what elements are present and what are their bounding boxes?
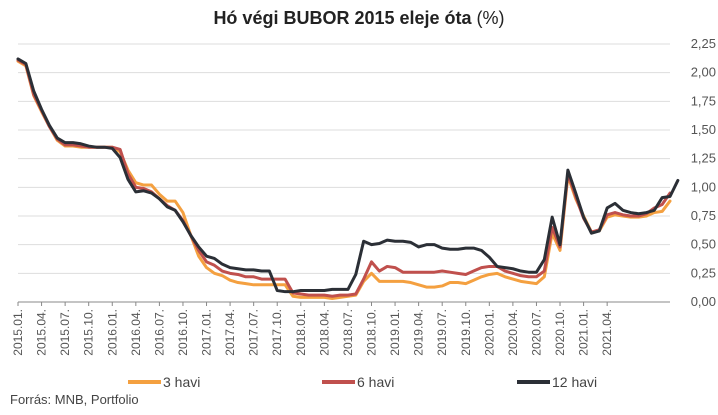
y-tick-label: 1,75 (691, 93, 716, 108)
x-tick-label: 2021.04. (600, 309, 614, 356)
x-tick-label: 2015.10. (82, 309, 96, 356)
y-axis-ticks: 0,00 0,25 0,50 0,75 1,00 1,25 1,50 1,75 2,00 2,25 (691, 36, 716, 309)
legend-label: 3 havi (163, 374, 200, 390)
x-tick-label: 2016.10. (176, 309, 190, 356)
x-tick-label: 2020.10. (553, 309, 567, 356)
chart-title: Hó végi BUBOR 2015 eleje óta (%) (0, 8, 718, 29)
gridlines (18, 43, 670, 303)
x-tick-label: 2016.07. (152, 309, 166, 356)
x-tick-label: 2020.07. (529, 309, 543, 356)
x-tick-label: 2018.01. (294, 309, 308, 356)
x-tick-label: 2017.04. (223, 309, 237, 356)
y-tick-label: 1,00 (691, 179, 716, 194)
y-tick-label: 0,00 (691, 294, 716, 309)
x-tick-label: 2017.01. (200, 309, 214, 356)
x-tick-label: 2017.07. (247, 309, 261, 356)
x-tick-label: 2019.04. (412, 309, 426, 356)
x-tick-label: 2019.07. (435, 309, 449, 356)
x-tick-label: 2016.04. (129, 309, 143, 356)
x-tick-label: 2015.04. (35, 309, 49, 356)
y-tick-label: 2,25 (691, 36, 716, 51)
y-tick-label: 2,00 (691, 65, 716, 80)
x-tick-label: 2020.01. (482, 309, 496, 356)
x-tick-label: 2017.10. (270, 309, 284, 356)
x-tick-label: 2018.07. (341, 309, 355, 356)
x-tick-label: 2019.10. (459, 309, 473, 356)
x-tick-label: 2018.10. (364, 309, 378, 356)
x-tick-label: 2021.01. (577, 309, 591, 356)
chart-title-text: Hó végi BUBOR 2015 eleje óta (213, 8, 472, 28)
legend-label: 6 havi (357, 374, 394, 390)
series-lines (16, 57, 680, 301)
source-note: Forrás: MNB, Portfolio (10, 392, 139, 407)
chart-title-unit: (%) (476, 8, 505, 28)
y-tick-label: 0,75 (691, 208, 716, 223)
y-tick-label: 0,50 (691, 237, 716, 252)
legend: 3 havi 6 havi 12 havi (128, 374, 597, 390)
x-tick-label: 2019.01. (388, 309, 402, 356)
x-tick-label: 2018.04. (317, 309, 331, 356)
series-line (16, 57, 680, 294)
y-tick-label: 0,25 (691, 265, 716, 280)
x-tick-label: 2016.01. (105, 309, 119, 356)
y-tick-label: 1,50 (691, 122, 716, 137)
x-axis-ticks: 2015.01. 2015.04. 2015.07. 2015.10. 2016.01.… (11, 302, 614, 356)
x-tick-label: 2020.04. (506, 309, 520, 356)
legend-label: 12 havi (552, 374, 597, 390)
x-tick-label: 2015.07. (58, 309, 72, 356)
y-tick-label: 1,25 (691, 151, 716, 166)
x-tick-label: 2015.01. (11, 309, 25, 356)
